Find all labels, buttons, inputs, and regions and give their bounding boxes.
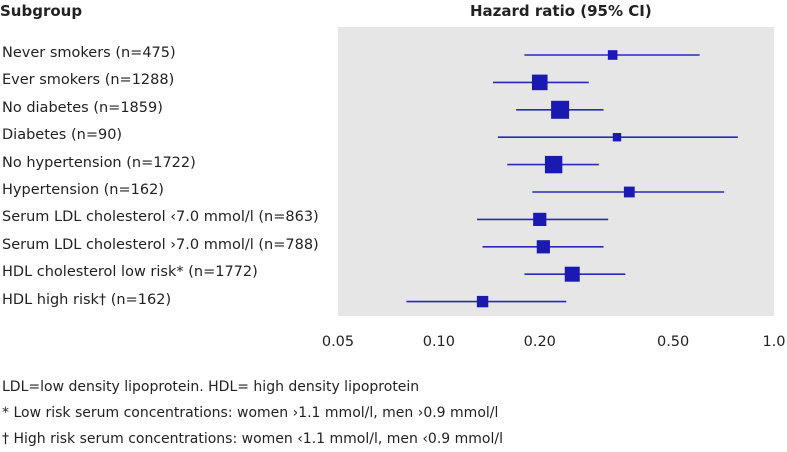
row-label: No hypertension (n=1722) (2, 154, 196, 171)
hr-marker (612, 133, 622, 142)
x-tick-label: 0.05 (322, 334, 354, 350)
hr-marker (564, 266, 580, 282)
x-tick-label: 0.50 (657, 334, 689, 350)
footnote-low-risk: * Low risk serum concentrations: women ›… (2, 405, 499, 421)
hr-marker (536, 240, 550, 254)
forest-plot: 0.05 0.10 0.20 0.50 1.0 (322, 27, 786, 350)
row-label: Serum LDL cholesterol ›7.0 mmol/l (n=788… (2, 236, 319, 253)
row-label: Diabetes (n=90) (2, 127, 123, 144)
x-tick-label: 0.20 (524, 334, 556, 350)
hr-marker (531, 74, 548, 91)
row-label: Hypertension (n=162) (2, 182, 164, 198)
row-label: Serum LDL cholesterol ‹7.0 mmol/l (n=863… (2, 209, 319, 226)
footnotes: LDL=low density lipoprotein. HDL= high d… (2, 374, 503, 452)
row-label: No diabetes (n=1859) (2, 99, 163, 116)
hazard-ratio-header: Hazard ratio (95% CI) (470, 2, 652, 20)
footnote-abbreviations: LDL=low density lipoprotein. HDL= high d… (2, 379, 420, 395)
hr-marker (533, 212, 547, 226)
row-label: HDL high risk† (n=162) (2, 291, 172, 308)
x-tick-label: 1.0 (762, 334, 785, 350)
footnote-high-risk: † High risk serum concentrations: women … (2, 431, 503, 447)
subgroup-header: Subgroup (0, 2, 83, 20)
hr-marker (607, 50, 618, 60)
hr-marker (476, 295, 489, 308)
row-label: Never smokers (n=475) (2, 45, 176, 61)
row-label: Ever smokers (n=1288) (2, 72, 175, 89)
hr-marker (551, 100, 570, 119)
hr-marker (544, 155, 563, 174)
x-tick-label: 0.10 (423, 334, 455, 350)
row-label: HDL cholesterol low risk* (n=1772) (2, 264, 258, 281)
hr-marker (623, 186, 635, 198)
